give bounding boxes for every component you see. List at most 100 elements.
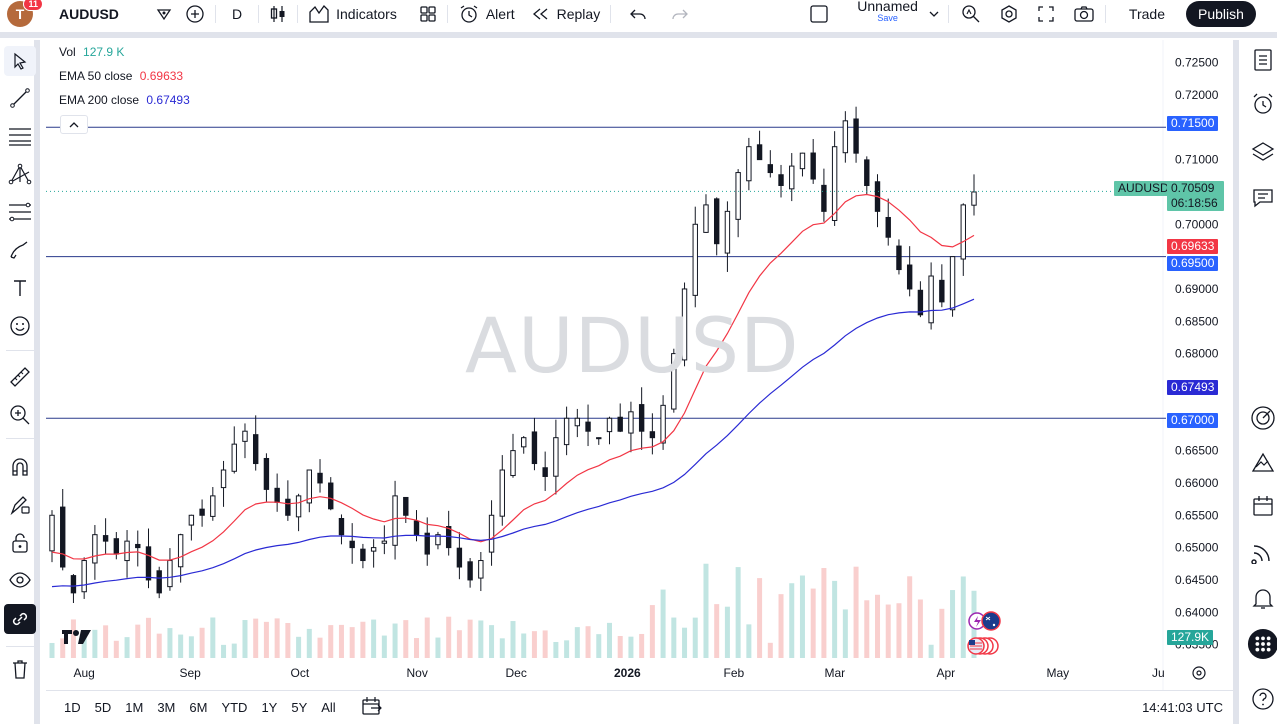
volume-bar: [489, 625, 495, 658]
indicator-templates-icon[interactable]: [413, 0, 443, 28]
layout-dropdown-icon[interactable]: [924, 0, 944, 28]
right-sidebar: [1233, 40, 1277, 724]
favorite-icon[interactable]: [149, 0, 179, 28]
range-6m-button[interactable]: 6M: [189, 700, 208, 715]
eye-icon[interactable]: [4, 565, 36, 595]
settings-gear-icon[interactable]: [993, 0, 1025, 28]
candle-body: [767, 164, 774, 174]
goto-date-icon[interactable]: [361, 696, 383, 719]
range-5d-button[interactable]: 5D: [94, 700, 112, 715]
gann-fib-icon[interactable]: [4, 197, 36, 227]
volume-bar: [917, 599, 923, 658]
volume-bar: [328, 625, 334, 658]
chart-pane[interactable]: 0.72500 0.72000 0.71000 0.70000 0.69000 0.685…: [46, 40, 1233, 690]
candle-body: [167, 560, 173, 588]
axis-settings-icon[interactable]: [1191, 665, 1207, 686]
text-tool-icon[interactable]: [4, 273, 36, 303]
watchlist-icon[interactable]: [1247, 44, 1277, 76]
chat-icon[interactable]: [1247, 182, 1277, 214]
cursor-icon[interactable]: [4, 46, 36, 76]
brush-icon[interactable]: [4, 235, 36, 265]
ema50-line: [51, 193, 975, 561]
ruler-icon[interactable]: [4, 362, 36, 392]
ideas-icon[interactable]: [1247, 446, 1277, 478]
volume-legend[interactable]: Vol 127.9 K: [59, 45, 124, 59]
volume-bar: [285, 623, 291, 658]
range-1m-button[interactable]: 1M: [125, 700, 144, 715]
compare-symbol-button[interactable]: [179, 0, 211, 28]
price-chart[interactable]: 0.72500 0.72000 0.71000 0.70000 0.69000 0.685…: [46, 40, 1233, 690]
candle-body: [885, 216, 891, 238]
hline-upper-tag[interactable]: 0.71500: [1167, 116, 1219, 131]
emoji-icon[interactable]: [4, 311, 36, 341]
alerts-clock-icon[interactable]: [1247, 88, 1277, 120]
candle-body: [906, 264, 913, 290]
help-icon[interactable]: [1247, 683, 1277, 715]
volume-bar: [692, 617, 698, 658]
range-1d-button[interactable]: 1D: [64, 700, 81, 715]
indicators-label: Indicators: [336, 6, 397, 22]
volume-bar: [596, 634, 602, 658]
horizontal-lines-icon[interactable]: [4, 121, 36, 151]
streams-icon[interactable]: [1247, 536, 1277, 568]
layout-name-button[interactable]: Unnamed Save: [851, 0, 924, 28]
ema50-legend[interactable]: EMA 50 close 0.69633: [59, 69, 183, 83]
legend-collapse-button[interactable]: [60, 115, 88, 134]
utc-clock[interactable]: 14:41:03 UTC: [1142, 700, 1223, 715]
redo-button[interactable]: [665, 0, 695, 28]
alert-button[interactable]: Alert: [452, 0, 521, 28]
user-avatar[interactable]: T 11: [7, 0, 43, 27]
range-5y-button[interactable]: 5Y: [291, 700, 308, 715]
hline-lower-tag[interactable]: 0.67000: [1167, 413, 1219, 428]
candle-body: [596, 437, 602, 440]
pitchfork-icon[interactable]: [4, 159, 36, 189]
layout-checkbox-icon[interactable]: [803, 0, 835, 28]
indicators-button[interactable]: Indicators: [302, 0, 403, 28]
symbol-search-button[interactable]: AUDUSD: [53, 0, 149, 28]
candle-body: [810, 152, 816, 180]
trend-line-icon[interactable]: [4, 83, 36, 113]
calendar-icon[interactable]: [1247, 490, 1277, 522]
range-3m-button[interactable]: 3M: [157, 700, 176, 715]
volume-bar: [853, 566, 859, 658]
range-ytd-button[interactable]: YTD: [221, 700, 248, 715]
camera-icon[interactable]: [1067, 0, 1101, 28]
candle-body: [199, 508, 205, 516]
quick-search-icon[interactable]: [955, 0, 987, 28]
target-icon[interactable]: [1247, 402, 1277, 434]
replay-button[interactable]: Replay: [525, 0, 607, 28]
notifications-bell-icon[interactable]: [1247, 582, 1277, 614]
lock-drawing-pen-icon[interactable]: [4, 490, 36, 520]
volume-bar: [639, 633, 645, 658]
trash-icon[interactable]: [4, 654, 36, 684]
apps-grid-icon[interactable]: [1247, 628, 1277, 660]
publish-button[interactable]: Publish: [1185, 1, 1256, 27]
chevron-up-icon: [69, 121, 79, 127]
zoom-in-icon[interactable]: [4, 400, 36, 430]
ema200-legend[interactable]: EMA 200 close 0.67493: [59, 93, 190, 107]
volume-bar: [414, 638, 420, 658]
candle-body: [499, 469, 505, 517]
price-tick-label: 0.64000: [1175, 605, 1219, 619]
tradingview-logo[interactable]: [61, 628, 93, 651]
candle-body: [971, 191, 977, 206]
candle-body: [949, 256, 956, 311]
magnet-icon[interactable]: [4, 452, 36, 482]
layers-icon[interactable]: [1247, 136, 1277, 168]
sync-link-icon[interactable]: [4, 604, 36, 634]
hline-mid-tag[interactable]: 0.69500: [1167, 256, 1219, 271]
volume-bar: [960, 576, 966, 658]
range-1y-button[interactable]: 1Y: [261, 700, 278, 715]
volume-bar: [317, 637, 323, 658]
range-all-button[interactable]: All: [321, 700, 336, 715]
lock-icon[interactable]: [4, 528, 36, 558]
candle-body: [177, 534, 184, 568]
economic-events-icon[interactable]: [966, 611, 1004, 664]
candle-body: [403, 496, 409, 516]
candle-type-icon[interactable]: [263, 0, 293, 28]
trade-button[interactable]: Trade: [1118, 0, 1176, 28]
candle-body: [317, 472, 323, 484]
fullscreen-icon[interactable]: [1031, 0, 1061, 28]
undo-button[interactable]: [623, 0, 653, 28]
interval-button[interactable]: D: [220, 0, 254, 28]
